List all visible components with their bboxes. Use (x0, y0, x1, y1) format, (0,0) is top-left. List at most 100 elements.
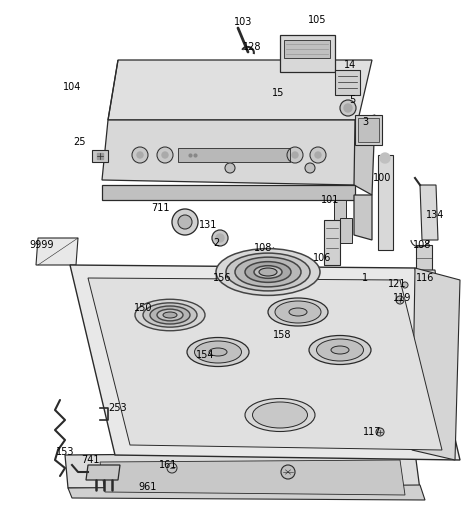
Text: 104: 104 (63, 82, 81, 92)
Text: 119: 119 (393, 293, 411, 303)
Polygon shape (65, 452, 420, 490)
Circle shape (287, 147, 303, 163)
Text: 2: 2 (213, 238, 219, 248)
Text: 131: 131 (199, 220, 217, 230)
Text: 121: 121 (388, 279, 406, 289)
Circle shape (167, 463, 177, 473)
Polygon shape (358, 118, 379, 142)
Polygon shape (355, 115, 382, 145)
Polygon shape (280, 35, 335, 72)
Text: 128: 128 (243, 42, 261, 52)
Circle shape (305, 163, 315, 173)
Ellipse shape (331, 346, 349, 354)
Polygon shape (412, 268, 460, 460)
Polygon shape (324, 220, 340, 265)
Polygon shape (415, 270, 438, 295)
Polygon shape (108, 60, 372, 120)
Polygon shape (102, 120, 358, 185)
Polygon shape (354, 115, 375, 195)
Polygon shape (92, 150, 108, 162)
Polygon shape (334, 200, 346, 225)
Ellipse shape (235, 257, 301, 287)
Circle shape (225, 163, 235, 173)
Text: 134: 134 (426, 210, 444, 220)
Polygon shape (420, 185, 438, 240)
Text: 101: 101 (321, 195, 339, 205)
Ellipse shape (209, 348, 227, 356)
Circle shape (315, 152, 321, 158)
Text: 108: 108 (254, 243, 272, 253)
Text: 150: 150 (134, 303, 152, 313)
Polygon shape (68, 485, 425, 500)
Text: 156: 156 (213, 273, 231, 283)
Text: 108: 108 (413, 240, 431, 250)
Polygon shape (100, 460, 405, 495)
Polygon shape (178, 148, 290, 162)
Text: 158: 158 (273, 330, 291, 340)
Text: 154: 154 (196, 350, 214, 360)
Polygon shape (335, 70, 360, 95)
Polygon shape (86, 465, 120, 480)
Polygon shape (70, 265, 460, 460)
Polygon shape (340, 218, 352, 243)
Polygon shape (416, 245, 432, 270)
Text: 106: 106 (313, 253, 331, 263)
Ellipse shape (245, 262, 291, 282)
Text: 105: 105 (308, 15, 326, 25)
Polygon shape (88, 278, 442, 450)
Ellipse shape (135, 299, 205, 331)
Text: 14: 14 (344, 60, 356, 70)
Circle shape (281, 465, 295, 479)
Polygon shape (108, 60, 118, 120)
Ellipse shape (157, 309, 183, 321)
Polygon shape (378, 155, 393, 250)
Ellipse shape (143, 303, 197, 327)
Circle shape (178, 215, 192, 229)
Ellipse shape (309, 335, 371, 365)
Text: 100: 100 (373, 173, 391, 183)
Ellipse shape (268, 298, 328, 326)
Polygon shape (354, 195, 372, 240)
Text: 116: 116 (416, 273, 434, 283)
Text: 9999: 9999 (30, 240, 54, 250)
Circle shape (380, 153, 390, 163)
Ellipse shape (216, 248, 320, 295)
Ellipse shape (150, 306, 190, 324)
Circle shape (162, 152, 168, 158)
Ellipse shape (275, 301, 321, 323)
Ellipse shape (245, 398, 315, 431)
Circle shape (212, 230, 228, 246)
Circle shape (402, 282, 408, 288)
Text: 5: 5 (349, 95, 355, 105)
Ellipse shape (163, 312, 177, 318)
Circle shape (216, 234, 224, 242)
Ellipse shape (289, 308, 307, 316)
Ellipse shape (194, 341, 241, 363)
Text: 117: 117 (363, 427, 381, 437)
Circle shape (157, 147, 173, 163)
Text: 15: 15 (272, 88, 284, 98)
Circle shape (172, 209, 198, 235)
Text: 711: 711 (151, 203, 169, 213)
Circle shape (132, 147, 148, 163)
Polygon shape (102, 185, 355, 200)
Circle shape (344, 104, 352, 112)
Ellipse shape (226, 253, 310, 291)
Text: 153: 153 (56, 447, 74, 457)
Circle shape (137, 152, 143, 158)
Ellipse shape (187, 337, 249, 367)
Polygon shape (36, 238, 78, 265)
Text: 103: 103 (234, 17, 252, 27)
Text: 961: 961 (139, 482, 157, 492)
Circle shape (310, 147, 326, 163)
Ellipse shape (253, 402, 308, 428)
Ellipse shape (317, 339, 364, 361)
Text: 161: 161 (159, 460, 177, 470)
Text: 1: 1 (362, 273, 368, 283)
Text: 253: 253 (109, 403, 128, 413)
Ellipse shape (259, 268, 277, 276)
Text: 741: 741 (81, 455, 99, 465)
Circle shape (340, 100, 356, 116)
Polygon shape (284, 40, 330, 58)
Ellipse shape (254, 266, 282, 278)
